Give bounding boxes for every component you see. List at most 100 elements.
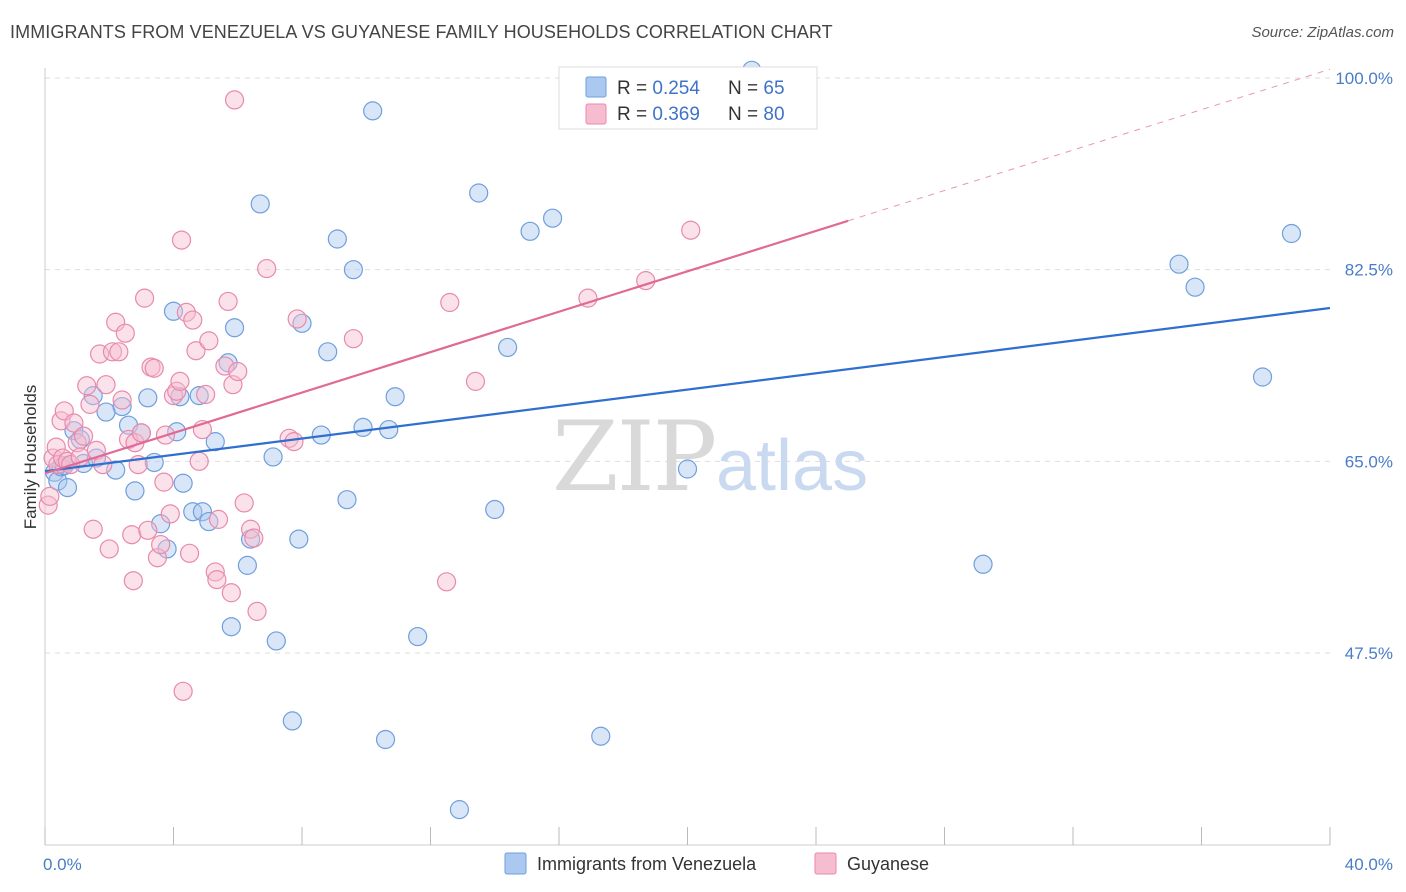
guyanese-point-10 — [64, 413, 84, 433]
bottom-legend-label-venezuela: Immigrants from Venezuela — [537, 854, 757, 874]
svg-text:N = 80: N = 80 — [728, 104, 785, 125]
y-tick-label-0: 47.5% — [1345, 644, 1393, 663]
guyanese-point-50 — [186, 341, 206, 361]
x-tick-label-0: 0.0% — [43, 855, 82, 874]
guyanese-point-21 — [99, 539, 119, 559]
venezuela-point-25 — [189, 386, 209, 406]
legend-r-label-1: R = — [617, 78, 652, 99]
guyanese-point-32 — [131, 423, 151, 443]
venezuela-point-37 — [282, 711, 302, 731]
guyanese-point-51 — [189, 451, 209, 471]
guyanese-point-34 — [138, 520, 158, 540]
guyanese-point-67 — [247, 601, 267, 621]
legend-n-label-1: N = — [728, 78, 763, 99]
watermark: ZIP atlas — [552, 401, 868, 513]
guyanese-point-16 — [83, 519, 103, 539]
guyanese-point-59 — [218, 291, 238, 312]
guyanese-point-26 — [115, 323, 135, 343]
x-tick-labels: 0.0% 40.0% — [43, 855, 1393, 874]
venezuela-point-35 — [263, 447, 283, 467]
guyanese-point-72 — [343, 329, 363, 349]
venezuela-point-42 — [327, 229, 347, 249]
venezuela-point-49 — [385, 387, 405, 407]
venezuela-point-10 — [96, 402, 116, 422]
guyanese-point-56 — [207, 570, 227, 590]
venezuela-point-23 — [173, 473, 193, 493]
watermark-zip: ZIP — [552, 401, 715, 513]
watermark-atlas: atlas — [716, 426, 868, 506]
legend-r-label-2: R = — [617, 104, 652, 125]
guyanese-point-33 — [134, 288, 155, 308]
guyanese-point-74 — [440, 292, 460, 313]
venezuela-point-14 — [125, 481, 145, 501]
venezuela-point-53 — [485, 499, 505, 520]
venezuela-point-58 — [677, 459, 698, 479]
y-axis-label: Family Households — [21, 385, 40, 530]
legend-r-value-2: 0.369 — [652, 104, 700, 125]
bottom-legend-swatch-pink — [814, 852, 837, 875]
guyanese-point-41 — [160, 504, 180, 524]
trend-line-guyanese — [44, 219, 849, 475]
legend-bottom: Immigrants from Venezuela Guyanese — [504, 852, 929, 875]
legend-top: R = 0.254 N = 65 R = 0.369 N = 80 — [558, 66, 818, 130]
guyanese-point-1 — [40, 486, 60, 506]
venezuela-point-32 — [237, 555, 257, 575]
guyanese-point-73 — [436, 572, 457, 592]
guyanese-point-20 — [96, 375, 116, 395]
guyanese-point-77 — [578, 288, 598, 308]
bottom-legend-label-guyanese: Guyanese — [847, 854, 929, 874]
y-tick-labels: 47.5% 65.0% 82.5% 100.0% — [1335, 69, 1393, 663]
trend-line-guyanese-extension — [847, 68, 1331, 222]
venezuela-point-63 — [1252, 367, 1273, 387]
venezuela-point-50 — [408, 626, 428, 647]
venezuela-point-22 — [170, 387, 190, 407]
series-guyanese-points — [38, 90, 701, 701]
guyanese-point-44 — [170, 371, 190, 391]
svg-text:R = 0.369: R = 0.369 — [617, 104, 700, 125]
guyanese-point-22 — [102, 342, 123, 362]
legend-n-value-1: 65 — [763, 78, 784, 99]
legend-swatch-blue — [585, 76, 607, 98]
guyanese-point-36 — [144, 358, 164, 378]
guyanese-point-68 — [257, 258, 277, 279]
venezuela-point-55 — [520, 221, 540, 241]
venezuela-point-34 — [250, 194, 270, 214]
guyanese-point-25 — [112, 390, 132, 410]
guyanese-point-62 — [224, 90, 245, 110]
guyanese-point-54 — [199, 331, 219, 351]
svg-text:N = 65: N = 65 — [728, 78, 785, 99]
venezuela-point-62 — [1185, 277, 1205, 297]
venezuela-point-43 — [337, 490, 357, 510]
guyanese-point-39 — [154, 472, 174, 492]
venezuela-point-64 — [1281, 223, 1302, 244]
guyanese-point-70 — [284, 432, 304, 452]
venezuela-point-47 — [375, 729, 396, 750]
venezuela-point-16 — [138, 388, 158, 408]
guyanese-point-45 — [171, 230, 192, 250]
venezuela-point-57 — [591, 726, 611, 746]
guyanese-point-48 — [179, 543, 200, 563]
venezuela-point-31 — [224, 318, 245, 338]
guyanese-point-29 — [123, 571, 143, 591]
venezuela-point-51 — [449, 800, 470, 820]
venezuela-point-52 — [469, 183, 489, 203]
guyanese-point-66 — [244, 528, 264, 548]
guyanese-point-75 — [465, 371, 486, 391]
legend-n-label-2: N = — [728, 104, 763, 125]
x-tick-label-1: 40.0% — [1345, 855, 1393, 874]
venezuela-point-36 — [266, 631, 286, 651]
guyanese-point-57 — [208, 509, 229, 529]
guyanese-point-14 — [77, 376, 97, 396]
venezuela-point-60 — [973, 554, 993, 574]
guyanese-point-71 — [287, 309, 307, 329]
guyanese-point-63 — [228, 361, 248, 382]
legend-swatch-pink — [585, 103, 607, 125]
chart-title: IMMIGRANTS FROM VENEZUELA VS GUYANESE FA… — [10, 22, 833, 42]
venezuela-point-41 — [318, 342, 338, 362]
venezuela-point-56 — [542, 208, 563, 228]
guyanese-point-55 — [205, 562, 225, 582]
bottom-legend-swatch-blue — [504, 852, 527, 875]
gridlines — [45, 77, 1330, 654]
trend-line-venezuela — [44, 306, 1331, 473]
guyanese-point-23 — [106, 312, 126, 332]
